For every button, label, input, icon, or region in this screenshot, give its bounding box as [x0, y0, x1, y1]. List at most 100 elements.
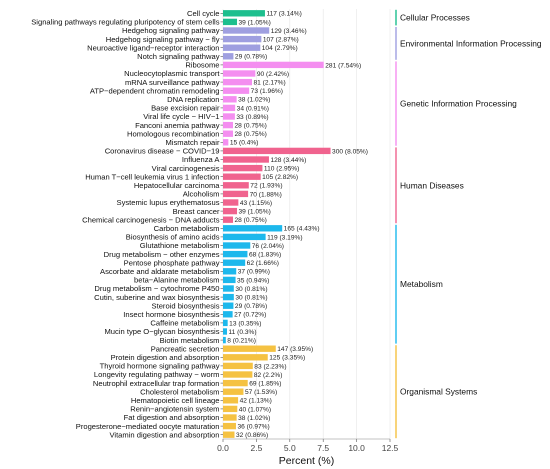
category-label: Neuroactive ligand−receptor interaction: [87, 43, 219, 52]
bar: [223, 414, 237, 421]
category-label: mRNA surveillance pathway: [125, 78, 220, 87]
bar: [223, 190, 249, 198]
bar: [223, 78, 252, 86]
bar: [223, 182, 249, 189]
category-label: Mucin type O−glycan biosynthesis: [104, 327, 219, 336]
category-label: Pancreatic secretion: [151, 344, 220, 353]
value-label: 32 (0.86%): [236, 432, 268, 439]
category-label: Hematopoietic cell lineage: [131, 396, 220, 405]
x-tick-label: 0.0: [217, 443, 229, 453]
category-label: Carbon metabolism: [154, 224, 220, 233]
bar: [223, 18, 238, 26]
bar: [223, 61, 324, 69]
bar: [223, 199, 239, 206]
value-label: 36 (0.97%): [237, 424, 269, 431]
bar: [223, 354, 268, 361]
bar: [223, 311, 233, 318]
category-label: Biotin metabolism: [160, 336, 220, 345]
value-label: 8 (0.21%): [227, 338, 256, 345]
bar: [223, 319, 228, 327]
bar: [223, 121, 234, 129]
value-label: 39 (1.05%): [239, 19, 271, 26]
category-label: Notch signaling pathway: [137, 52, 220, 61]
value-label: 128 (3.44%): [270, 157, 306, 164]
x-tick-label: 2.5: [250, 443, 262, 453]
bar: [223, 156, 269, 163]
category-label: Hepatocellular carcinoma: [134, 181, 220, 190]
value-label: 165 (4.43%): [284, 226, 320, 233]
category-label: Homologous recombination: [127, 129, 219, 138]
category-label: Fat digestion and absorption: [124, 413, 220, 422]
bar: [223, 130, 234, 137]
category-label: Drug metabolism − other enzymes: [104, 250, 220, 259]
bar: [223, 276, 236, 284]
value-label: 42 (1.13%): [240, 398, 272, 405]
bar: [223, 216, 234, 223]
value-label: 28 (0.75%): [235, 123, 267, 130]
value-label: 38 (1.02%): [238, 415, 270, 422]
value-label: 62 (1.66%): [247, 260, 279, 267]
value-label: 68 (1.83%): [249, 252, 281, 259]
value-label: 72 (1.93%): [250, 183, 282, 190]
value-label: 33 (0.89%): [236, 114, 268, 121]
category-label: Nucleocytoplasmic transport: [124, 69, 220, 78]
bar: [223, 207, 238, 215]
group-label: Environmental Information Processing: [400, 38, 542, 48]
value-label: 81 (2.17%): [253, 80, 285, 87]
group-label: Genetic Information Processing: [400, 99, 517, 109]
bar: [223, 431, 235, 438]
value-label: 104 (2.79%): [262, 45, 298, 52]
category-label: Coronavirus disease − COVID−19: [105, 147, 220, 156]
bar: [223, 268, 237, 275]
value-label: 119 (3.19%): [267, 234, 302, 241]
value-label: 11 (0.3%): [229, 329, 257, 336]
value-label: 40 (1.07%): [239, 406, 271, 413]
bar: [223, 113, 235, 120]
bar: [223, 388, 244, 395]
bar: [223, 345, 276, 352]
bar: [223, 173, 261, 180]
bar: [223, 164, 263, 172]
bar: [223, 328, 228, 335]
value-label: 27 (0.72%): [234, 312, 266, 319]
value-label: 125 (3.35%): [269, 355, 305, 362]
bar: [223, 302, 234, 309]
category-label: Chemical carcinogenesis − DNA adducts: [82, 215, 220, 224]
bar: [223, 371, 253, 378]
category-label: beta−Alanine metabolism: [134, 276, 219, 285]
value-label: 30 (0.81%): [235, 295, 267, 302]
bar: [223, 225, 283, 232]
value-label: 147 (3.95%): [277, 346, 313, 353]
value-label: 281 (7.54%): [325, 62, 361, 69]
category-label: Cholesterol metabolism: [140, 387, 219, 396]
value-label: 29 (0.78%): [235, 54, 267, 61]
value-label: 70 (1.88%): [250, 191, 282, 198]
value-label: 90 (2.42%): [257, 71, 289, 78]
value-label: 107 (2.87%): [263, 37, 299, 44]
value-label: 105 (2.82%): [262, 174, 298, 181]
category-label: Human T−cell leukemia virus 1 infection: [85, 172, 219, 181]
value-label: 35 (0.94%): [237, 277, 269, 284]
value-label: 28 (0.75%): [235, 217, 267, 224]
value-label: 73 (1.96%): [251, 88, 283, 95]
category-label: Viral life cycle − HIV−1: [143, 112, 219, 121]
group-label: Human Diseases: [400, 180, 464, 190]
group-brackets: Cellular Processes Environmental Informat…: [395, 9, 542, 439]
value-label: 39 (1.05%): [239, 209, 271, 216]
value-label: 15 (0.4%): [230, 140, 259, 147]
category-label: Neutrophil extracellular trap formation: [93, 379, 220, 388]
bar: [223, 259, 246, 266]
value-label: 69 (1.85%): [249, 381, 281, 388]
bar: [223, 250, 248, 258]
bar: [223, 147, 331, 155]
category-label: DNA replication: [167, 95, 219, 104]
group-label: Organismal Systems: [400, 387, 477, 397]
bar: [223, 233, 266, 241]
bar: [223, 362, 253, 370]
value-label: 29 (0.78%): [235, 303, 267, 310]
value-label: 82 (2.2%): [254, 372, 283, 379]
bar: [223, 139, 229, 146]
value-label: 30 (0.81%): [235, 286, 267, 293]
category-label: Vitamin digestion and absorption: [109, 430, 219, 439]
